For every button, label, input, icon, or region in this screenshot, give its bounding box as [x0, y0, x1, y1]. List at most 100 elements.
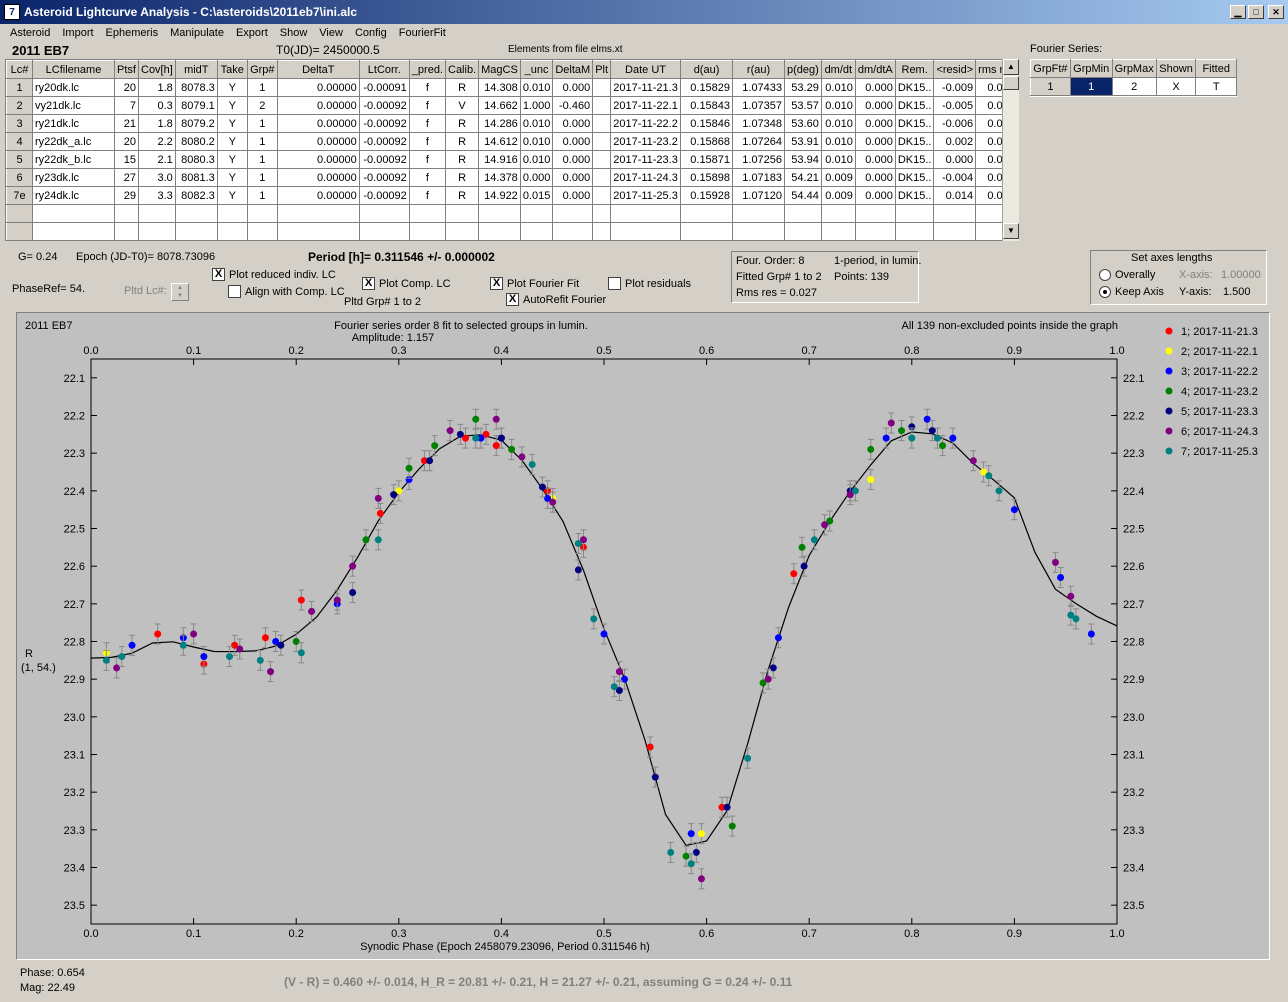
data-point[interactable]: [851, 487, 859, 495]
data-point[interactable]: [333, 596, 341, 604]
data-point[interactable]: [692, 848, 700, 856]
data-point[interactable]: [544, 494, 552, 502]
table-cell[interactable]: 0.000: [552, 150, 594, 169]
table-cell[interactable]: ry22dk_b.lc: [32, 150, 115, 169]
overally-radio-button[interactable]: [1099, 269, 1111, 281]
table-cell[interactable]: 0.010: [519, 132, 554, 151]
data-point[interactable]: [113, 664, 121, 672]
table-row[interactable]: 3 ry21dk.lc 21 1.8 8079.2 Y 1 0.00000 -0.00092 f R…: [6, 114, 1018, 133]
table-cell[interactable]: 0.010: [820, 78, 856, 97]
menu-export[interactable]: Export: [235, 27, 268, 39]
plot-comp-box[interactable]: X: [362, 277, 375, 290]
empty-table-cell[interactable]: [610, 204, 682, 223]
table-cell[interactable]: 0.00000: [276, 96, 360, 115]
data-point[interactable]: [615, 668, 623, 676]
table-cell[interactable]: 2017-11-25.3: [610, 186, 682, 205]
table-cell[interactable]: DK15..: [894, 114, 935, 133]
table-cell[interactable]: R: [444, 78, 480, 97]
table-cell[interactable]: 0.00000: [276, 168, 360, 187]
data-point[interactable]: [349, 589, 357, 597]
empty-table-cell[interactable]: [820, 204, 856, 223]
x-axis-value[interactable]: 1.00000: [1221, 269, 1261, 281]
empty-table-cell[interactable]: [478, 222, 521, 240]
table-cell[interactable]: [592, 168, 612, 187]
data-point[interactable]: [446, 427, 454, 435]
table-cell[interactable]: 20: [114, 132, 139, 151]
data-point[interactable]: [297, 649, 305, 657]
table-cell[interactable]: Y: [216, 168, 248, 187]
table-cell[interactable]: 0.3: [138, 96, 176, 115]
table-cell[interactable]: 53.60: [784, 114, 822, 133]
table-cell[interactable]: 1: [246, 78, 278, 97]
table-cell[interactable]: 1: [6, 78, 33, 97]
table-cell[interactable]: 0.015: [519, 186, 554, 205]
plot-fourier-checkbox[interactable]: X Plot Fourier Fit: [490, 277, 579, 290]
table-cell[interactable]: 1.07256: [732, 150, 786, 169]
data-point[interactable]: [887, 419, 895, 427]
data-point[interactable]: [226, 653, 234, 661]
empty-table-cell[interactable]: [610, 222, 682, 240]
table-cell[interactable]: 0.009: [820, 168, 856, 187]
empty-table-row[interactable]: [6, 222, 1018, 240]
table-cell[interactable]: 0.15928: [680, 186, 734, 205]
table-cell[interactable]: 0.000: [854, 78, 896, 97]
table-row[interactable]: 1 ry20dk.lc 20 1.8 8078.3 Y 1 0.00000 -0.00091 f R…: [6, 78, 1018, 97]
table-cell[interactable]: 0.000: [552, 186, 594, 205]
table-cell[interactable]: 2017-11-22.2: [610, 114, 682, 133]
data-point[interactable]: [102, 656, 110, 664]
fourier-row[interactable]: 1 1 2 X T: [1030, 77, 1237, 96]
data-point[interactable]: [277, 641, 285, 649]
column-header[interactable]: dm/dt: [820, 60, 856, 79]
table-cell[interactable]: [592, 132, 612, 151]
empty-table-cell[interactable]: [820, 222, 856, 240]
table-cell[interactable]: 1: [246, 114, 278, 133]
fourier-cell-shown[interactable]: X: [1155, 77, 1197, 96]
table-cell[interactable]: 0.15868: [680, 132, 734, 151]
table-cell[interactable]: DK15..: [894, 150, 935, 169]
table-cell[interactable]: 53.29: [784, 78, 822, 97]
empty-table-cell[interactable]: [6, 204, 33, 223]
table-cell[interactable]: vy21dk.lc: [32, 96, 115, 115]
column-header[interactable]: Ptsf: [114, 60, 139, 79]
column-header[interactable]: LtCorr.: [358, 60, 410, 79]
table-cell[interactable]: Y: [216, 186, 248, 205]
table-cell[interactable]: -0.00092: [358, 168, 410, 187]
table-cell[interactable]: 1.07120: [732, 186, 786, 205]
table-cell[interactable]: R: [444, 186, 480, 205]
data-point[interactable]: [800, 562, 808, 570]
plot-comp-checkbox[interactable]: X Plot Comp. LC: [362, 277, 451, 290]
column-header[interactable]: _unc: [519, 60, 554, 79]
table-cell[interactable]: 14.662: [478, 96, 521, 115]
table-cell[interactable]: 0.002: [933, 132, 977, 151]
keep-axis-radio[interactable]: Keep Axis: [1099, 286, 1164, 298]
table-cell[interactable]: -0.00091: [358, 78, 410, 97]
table-cell[interactable]: 2017-11-24.3: [610, 168, 682, 187]
data-point[interactable]: [528, 460, 536, 468]
empty-table-cell[interactable]: [519, 204, 554, 223]
table-cell[interactable]: 0.014: [933, 186, 977, 205]
table-cell[interactable]: 0.15898: [680, 168, 734, 187]
table-cell[interactable]: R: [444, 132, 480, 151]
table-cell[interactable]: ry20dk.lc: [32, 78, 115, 97]
table-cell[interactable]: 1: [246, 186, 278, 205]
table-cell[interactable]: Y: [216, 150, 248, 169]
empty-table-cell[interactable]: [444, 204, 480, 223]
table-cell[interactable]: 0.15829: [680, 78, 734, 97]
table-cell[interactable]: -0.004: [933, 168, 977, 187]
data-point[interactable]: [426, 457, 434, 465]
empty-table-cell[interactable]: [592, 204, 612, 223]
table-cell[interactable]: 4: [6, 132, 33, 151]
data-point[interactable]: [461, 434, 469, 442]
empty-table-cell[interactable]: [6, 222, 33, 240]
menu-manipulate[interactable]: Manipulate: [170, 27, 224, 39]
data-point[interactable]: [867, 445, 875, 453]
data-point[interactable]: [821, 521, 829, 529]
table-cell[interactable]: -0.00092: [358, 114, 410, 133]
table-cell[interactable]: -0.005: [933, 96, 977, 115]
table-cell[interactable]: [592, 96, 612, 115]
table-cell[interactable]: -0.009: [933, 78, 977, 97]
column-header[interactable]: r(au): [732, 60, 786, 79]
data-point[interactable]: [882, 434, 890, 442]
table-cell[interactable]: 14.922: [478, 186, 521, 205]
data-point[interactable]: [867, 476, 875, 484]
